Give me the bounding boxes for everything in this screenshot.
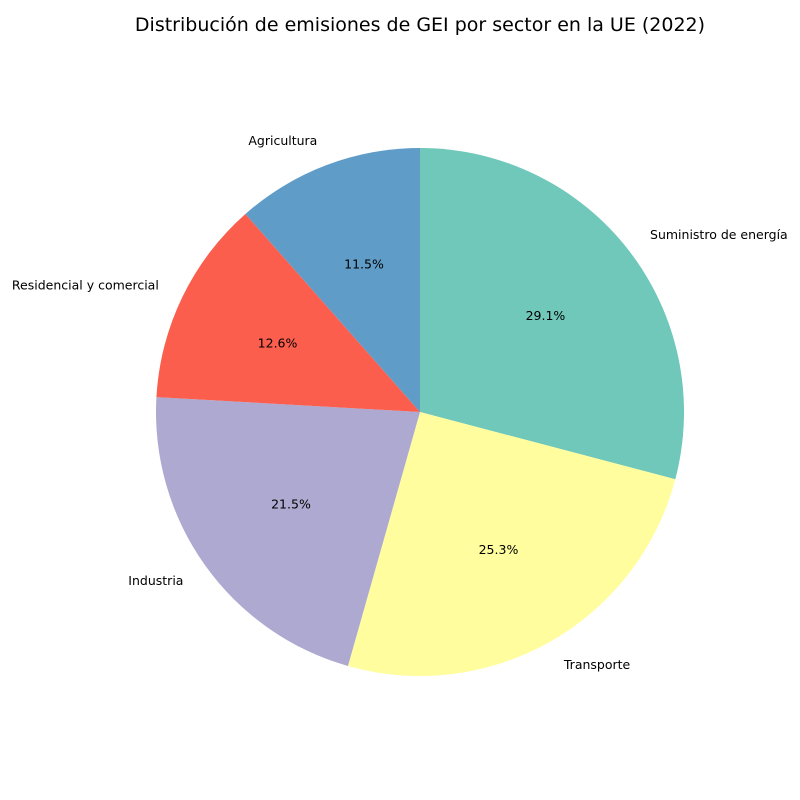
pie-slice-residencial-y-comercial xyxy=(156,213,420,412)
pie-slice-suministro-de-energia xyxy=(420,148,684,480)
pct-label-industria: 21.5% xyxy=(271,496,311,511)
category-label-suministro-de-energia: Suministro de energía xyxy=(650,227,788,242)
pie-slice-industria xyxy=(156,397,420,666)
chart-title: Distribución de emisiones de GEI por sec… xyxy=(135,14,705,36)
pie-slice-agricultura xyxy=(245,148,420,412)
pct-label-agricultura: 11.5% xyxy=(344,256,384,271)
category-label-agricultura: Agricultura xyxy=(248,133,317,148)
category-labels: Suministro de energía Transporte Industria… xyxy=(12,133,788,672)
pct-label-suministro-de-energia: 29.1% xyxy=(526,308,566,323)
pct-label-transporte: 25.3% xyxy=(479,542,519,557)
pie-slice-transporte xyxy=(347,412,676,677)
category-label-industria: Industria xyxy=(128,573,183,588)
category-label-residencial-y-comercial: Residencial y comercial xyxy=(12,278,159,293)
pie-slices xyxy=(156,148,684,677)
category-label-transporte: Transporte xyxy=(563,657,631,672)
percentage-labels: 29.1% 25.3% 21.5% 12.6% 11.5% xyxy=(258,256,566,557)
pct-label-residencial-y-comercial: 12.6% xyxy=(258,335,298,350)
